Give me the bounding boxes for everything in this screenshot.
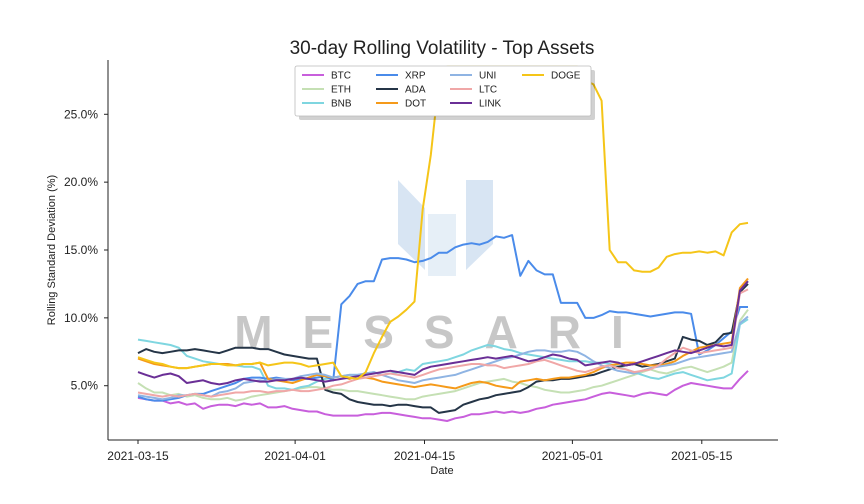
y-tick-label: 20.0%: [64, 175, 98, 189]
series-line-xrp: [137, 234, 748, 402]
legend-label-bnb: BNB: [331, 99, 352, 110]
y-tick-label: 10.0%: [64, 311, 98, 325]
legend-label-btc: BTC: [331, 71, 351, 82]
legend-label-ltc: LTC: [479, 85, 497, 96]
legend-label-uni: UNI: [479, 71, 496, 82]
x-tick-label: 2021-03-15: [107, 449, 169, 463]
y-ticks: 5.0% 10.0% 15.0% 20.0% 25.0%: [64, 107, 108, 393]
legend-label-link: LINK: [479, 99, 502, 110]
x-axis-label: Date: [430, 465, 453, 477]
y-tick-label: 15.0%: [64, 243, 98, 257]
series-line-bnb: [137, 318, 749, 391]
y-tick-label: 25.0%: [64, 107, 98, 121]
legend: BTC ETH BNB XRP ADA DOT UNI LTC LINK DOGE: [294, 65, 595, 120]
chart-title: 30-day Rolling Volatility - Top Assets: [290, 38, 595, 59]
x-tick-label: 2021-05-01: [542, 449, 604, 463]
series-line-ltc: [137, 288, 749, 398]
messari-logo-watermark: [398, 180, 493, 276]
legend-label-dot: DOT: [405, 99, 426, 110]
y-axis-label: Rolling Standard Deviation (%): [46, 175, 58, 325]
x-tick-label: 2021-05-15: [671, 449, 733, 463]
x-tick-label: 2021-04-01: [264, 449, 326, 463]
watermark-text: MESSARI: [234, 306, 654, 358]
series-line-btc: [137, 370, 749, 422]
series-line-ada: [137, 283, 749, 414]
legend-label-doge: DOGE: [551, 71, 581, 82]
legend-label-xrp: XRP: [405, 71, 426, 82]
series-line-link: [137, 280, 749, 386]
legend-label-ada: ADA: [405, 85, 426, 96]
x-tick-label: 2021-04-15: [394, 449, 456, 463]
series-layer: [137, 65, 749, 422]
y-tick-label: 5.0%: [71, 379, 99, 393]
x-ticks: 2021-03-15 2021-04-01 2021-04-15 2021-05-01…: [107, 440, 733, 463]
legend-label-eth: ETH: [331, 85, 351, 96]
